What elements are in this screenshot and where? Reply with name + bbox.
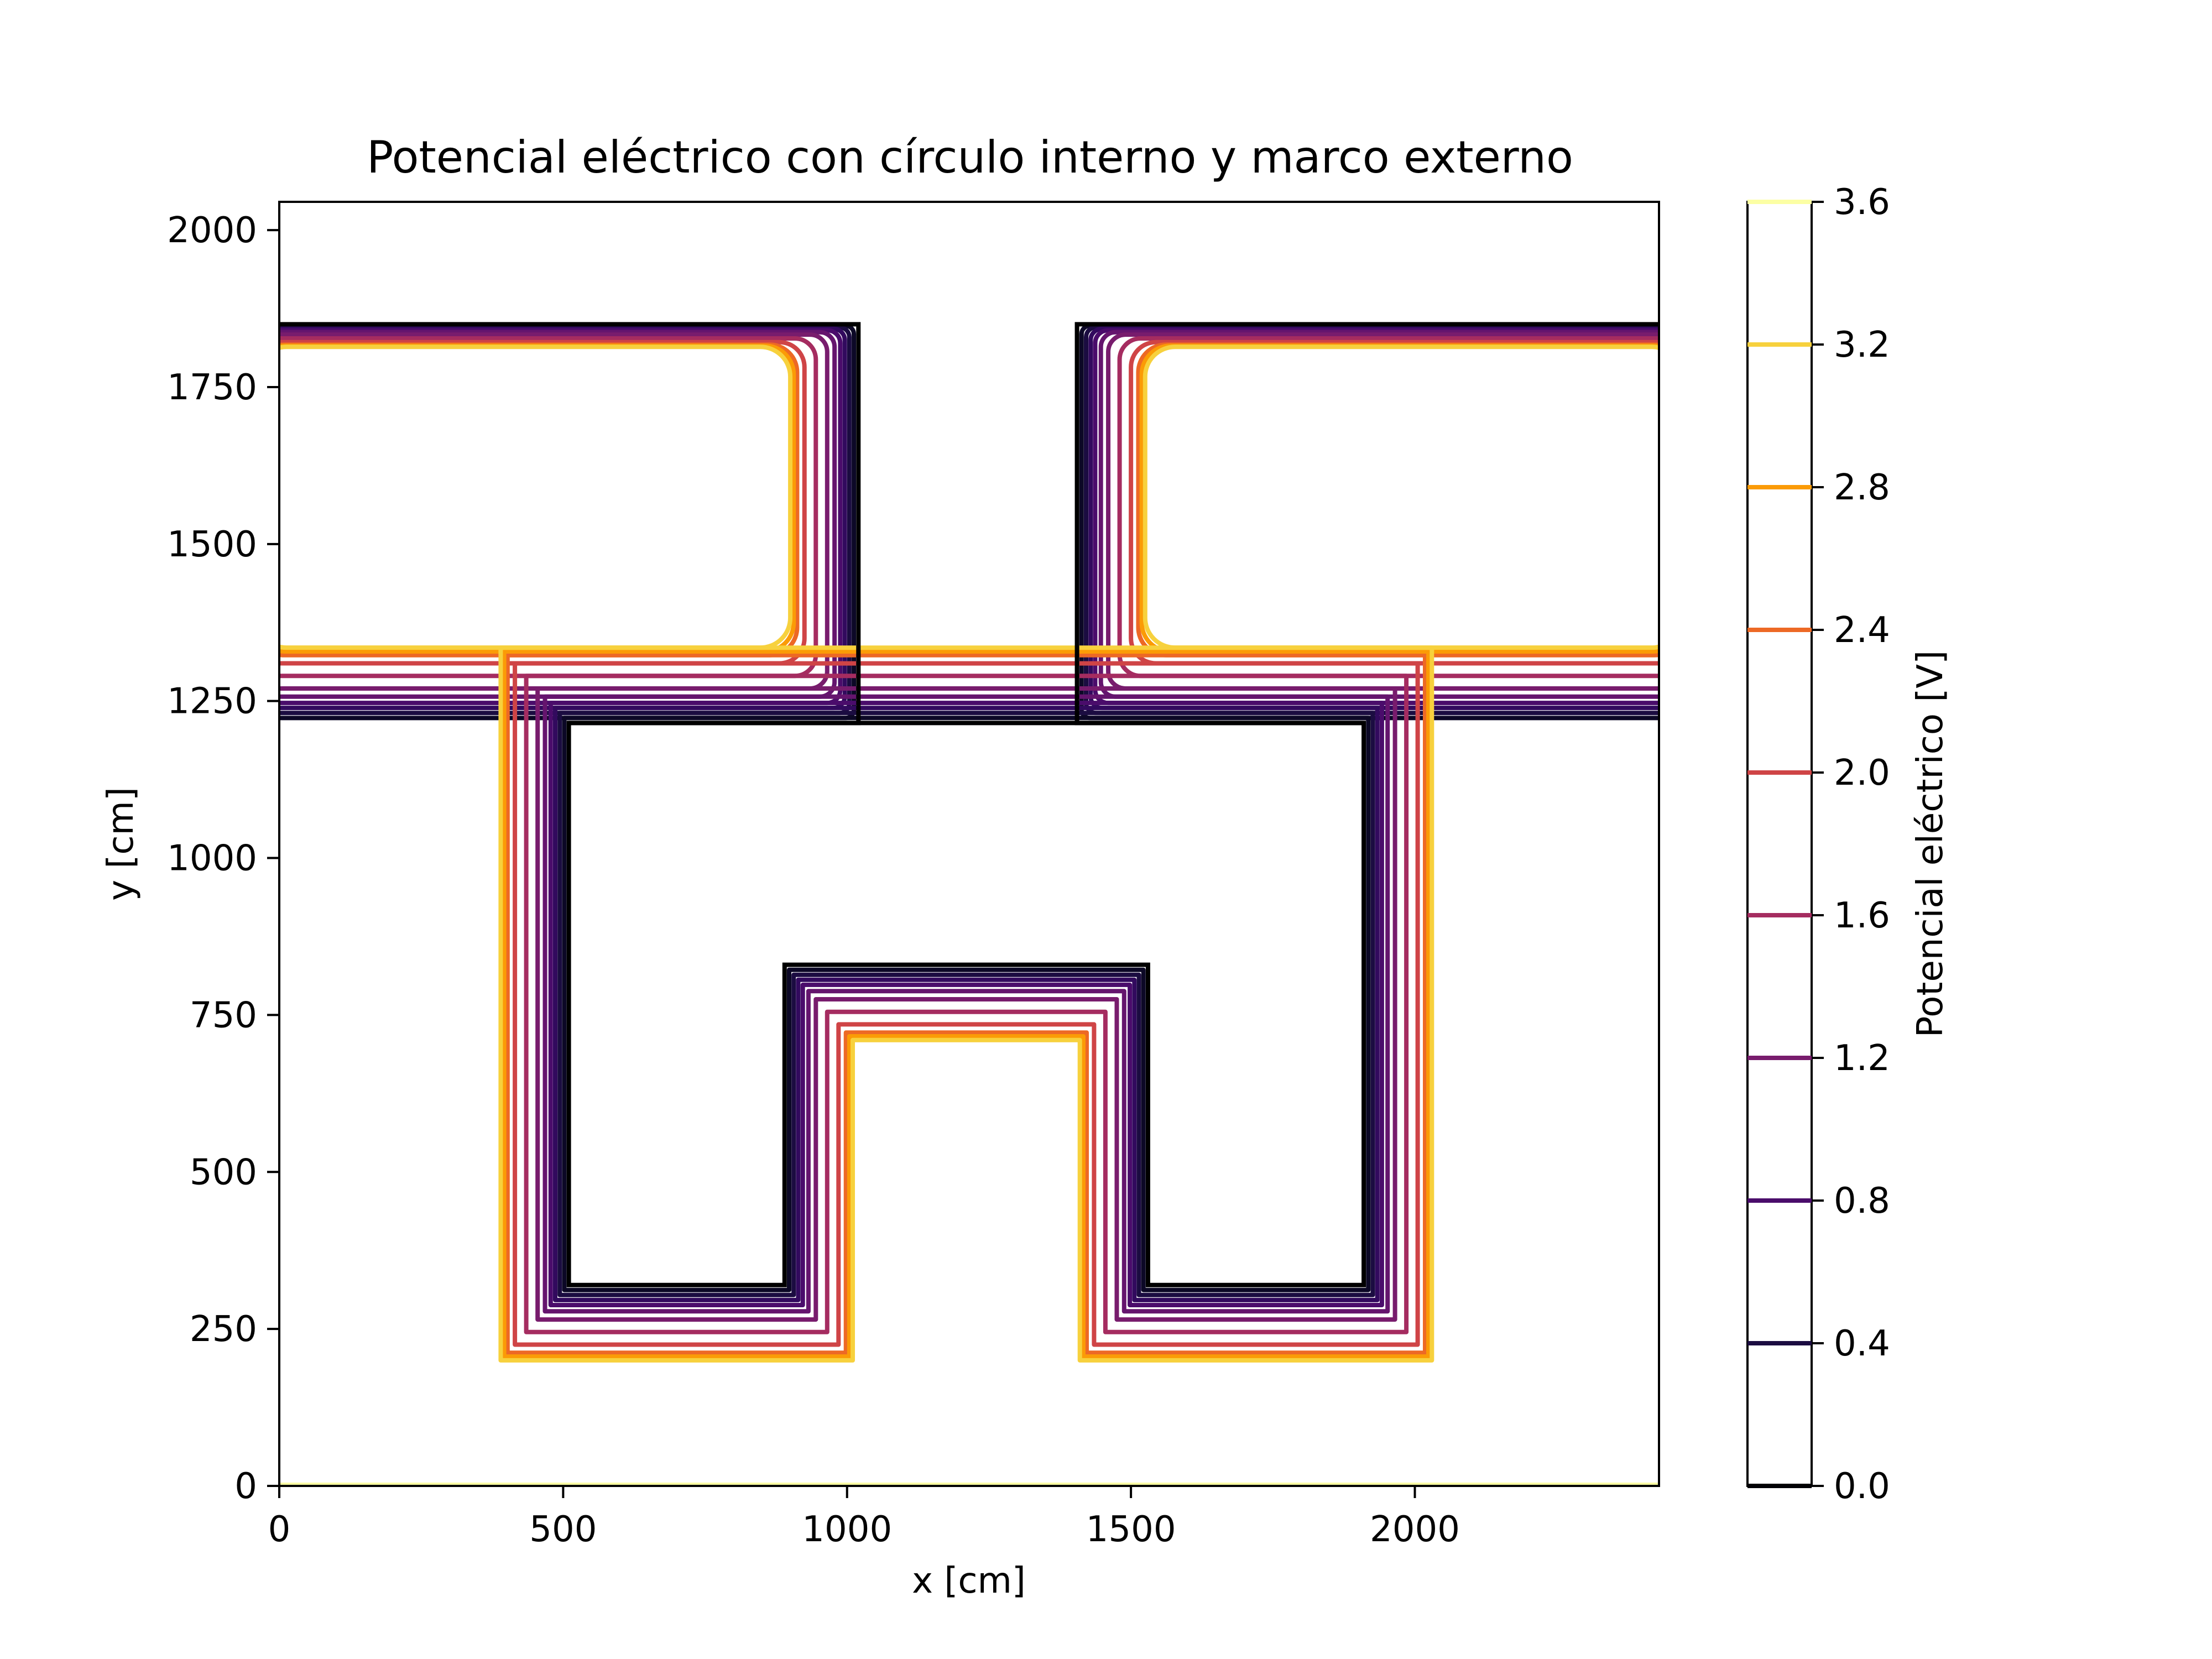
plot-frame: [278, 201, 1660, 1487]
contour-line-h: [548, 701, 1384, 1307]
y-tick-label: 0: [234, 1466, 257, 1507]
contour-line-h: [513, 661, 1420, 1347]
contour-level: [279, 328, 1659, 1307]
colorbar-tick-label: 3.2: [1834, 325, 1890, 366]
y-tick-label: 500: [190, 1152, 257, 1193]
colorbar-tick-label: 2.4: [1834, 610, 1890, 651]
y-tick-label: 750: [190, 995, 257, 1036]
contour-line-top-right: [1079, 324, 1659, 721]
x-tick-label: 500: [529, 1509, 597, 1550]
y-tick-label: 1000: [167, 838, 257, 879]
contour-level: [279, 342, 1659, 1355]
x-tick-label: 0: [268, 1509, 291, 1550]
contour-line-top-left: [279, 342, 800, 658]
contour-level: [279, 343, 1659, 1359]
colorbar-frame: [1746, 201, 1813, 1487]
contour-line-top-right: [1098, 330, 1659, 699]
contour-line-h: [542, 694, 1390, 1314]
y-tick-label: 250: [190, 1309, 257, 1350]
chart-title: Potencial eléctrico con círculo interno …: [367, 132, 1573, 183]
contour-line-top-left: [279, 336, 818, 679]
contour-level: [279, 330, 1659, 1314]
contour-level: [279, 340, 1659, 1347]
contour-line-h: [524, 674, 1409, 1334]
y-tick-label: 1250: [167, 681, 257, 722]
x-axis: 0 500 1000 1500 2000: [268, 1486, 1460, 1550]
y-tick-label: 1750: [167, 367, 257, 408]
contour-line-top-left: [279, 332, 830, 691]
contour-level: [279, 324, 1659, 1292]
contour-line-top-left: [279, 340, 807, 666]
colorbar-tick-label: 1.6: [1834, 895, 1890, 936]
conductor-h-outline: [566, 721, 1366, 1287]
plot-area: [279, 322, 1659, 1486]
contour-line-top-right: [1142, 345, 1659, 650]
y-tick-label: 2000: [167, 210, 257, 251]
contour-level: [279, 326, 1659, 1302]
colorbar-tick-label: 2.0: [1834, 753, 1890, 794]
colorbar-tick-label: 2.8: [1834, 467, 1890, 508]
contour-line-h: [562, 716, 1371, 1292]
conductor-top-right-outline: [1074, 322, 1659, 726]
contour-level: [279, 345, 1659, 1363]
colorbar-label: Potencial eléctrico [V]: [1910, 650, 1951, 1037]
colorbar-tick-label: 0.4: [1834, 1323, 1890, 1364]
contour-line-h: [505, 653, 1427, 1355]
x-axis-label: x [cm]: [912, 1561, 1026, 1601]
contour-line-h: [553, 706, 1380, 1302]
contour-line-h: [557, 711, 1375, 1297]
y-axis: 0 250 500 750 1000 1250 1500 1750 2000: [167, 210, 279, 1507]
contour-line-top-left: [279, 324, 857, 721]
colorbar-tick-label: 0.0: [1834, 1466, 1890, 1507]
x-tick-label: 1000: [802, 1509, 892, 1550]
conductor-top-left-outline: [279, 322, 861, 726]
contour-line-h: [502, 649, 1431, 1359]
x-tick-label: 2000: [1370, 1509, 1460, 1550]
contour-line-top-left: [279, 345, 793, 650]
colorbar-tick-label: 0.8: [1834, 1181, 1890, 1222]
contour-line-top-left: [279, 330, 837, 699]
colorbar-tick-label: 3.6: [1834, 182, 1890, 223]
contour-level: [279, 325, 1659, 1297]
contour-level: [279, 332, 1659, 1322]
y-axis-label: y [cm]: [101, 787, 142, 901]
y-tick-label: 1500: [167, 524, 257, 565]
contour-line-h: [498, 645, 1434, 1363]
contour-line-top-right: [1139, 343, 1659, 654]
contour-level: [279, 336, 1659, 1334]
colorbar-tick-label: 1.2: [1834, 1038, 1890, 1079]
contour-line-top-right: [1136, 342, 1659, 658]
x-tick-label: 1500: [1086, 1509, 1176, 1550]
colorbar: 0.0 0.4 0.8 1.2 1.6 2.0 2.4 2.8 3.2 3.6: [1746, 182, 1890, 1507]
contour-line-top-left: [279, 343, 796, 654]
contour-line-top-right: [1117, 336, 1659, 679]
contour-line-top-right: [1106, 332, 1659, 691]
contour-line-h: [535, 686, 1397, 1322]
contour-line-top-right: [1129, 340, 1659, 666]
